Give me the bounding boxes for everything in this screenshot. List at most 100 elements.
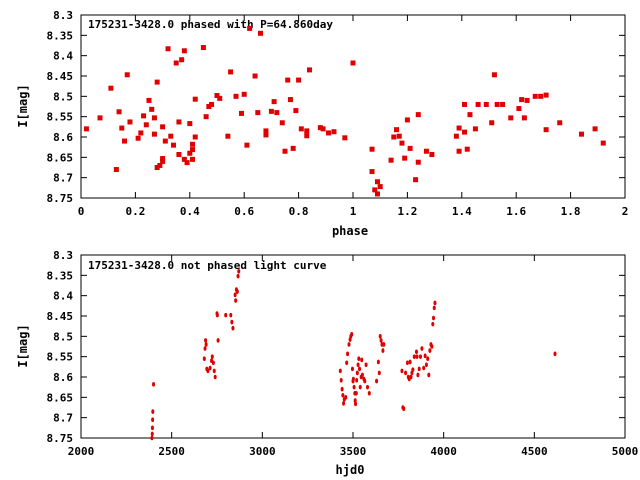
data-point <box>287 97 293 103</box>
data-point <box>241 91 247 97</box>
data-point <box>402 155 408 161</box>
data-point <box>202 356 206 362</box>
data-point <box>378 334 382 339</box>
data-point <box>405 360 409 366</box>
data-point <box>181 156 187 162</box>
data-point <box>236 273 240 279</box>
data-point <box>427 372 431 378</box>
data-point <box>366 384 370 390</box>
data-point <box>374 179 380 185</box>
data-point <box>382 342 386 347</box>
data-point <box>364 362 368 368</box>
y-tick-label: 8.7 <box>53 172 73 185</box>
data-point <box>190 141 196 147</box>
x-tick-label: 2500 <box>158 445 185 458</box>
data-point <box>203 346 207 351</box>
data-point <box>116 109 122 115</box>
data-point <box>151 409 155 414</box>
data-point <box>279 120 285 126</box>
data-points <box>150 268 557 441</box>
data-point <box>345 360 349 366</box>
data-point <box>150 435 154 441</box>
x-tick-label: 1.8 <box>561 205 581 218</box>
data-point <box>152 382 156 387</box>
data-point <box>429 151 435 157</box>
data-point <box>122 138 128 144</box>
data-point <box>154 79 160 85</box>
data-point <box>192 96 198 102</box>
data-point <box>211 360 215 366</box>
data-point <box>483 101 489 107</box>
data-point <box>298 126 304 132</box>
x-axis-label: phase <box>332 224 368 238</box>
y-tick-label: 8.55 <box>47 351 74 364</box>
data-point <box>108 85 114 91</box>
data-point <box>491 72 497 78</box>
data-point <box>467 112 473 118</box>
data-point <box>146 97 152 103</box>
y-tick-label: 8.65 <box>47 151 74 164</box>
data-point <box>369 169 375 175</box>
data-point <box>206 104 212 109</box>
data-point <box>420 346 424 351</box>
data-point <box>417 366 421 372</box>
data-point <box>462 101 468 107</box>
data-point <box>415 112 421 118</box>
data-point <box>320 126 326 132</box>
data-point <box>135 135 141 141</box>
x-tick-label: 0.2 <box>125 205 145 218</box>
data-point <box>151 115 157 121</box>
y-tick-label: 8.6 <box>53 131 73 144</box>
data-point <box>179 57 185 63</box>
data-point <box>357 356 361 362</box>
data-point <box>208 365 212 371</box>
data-point <box>331 129 337 135</box>
data-point <box>340 386 344 392</box>
data-point <box>237 268 241 274</box>
data-point <box>352 384 356 390</box>
data-point <box>304 128 310 134</box>
data-point <box>423 148 429 154</box>
data-point <box>184 160 190 166</box>
data-point <box>374 191 380 197</box>
data-point <box>234 298 238 303</box>
data-point <box>210 354 214 359</box>
data-point <box>426 356 430 362</box>
data-point <box>244 142 250 148</box>
y-tick-label: 8.35 <box>47 269 74 282</box>
x-tick-label: 2 <box>622 205 629 218</box>
y-tick-label: 8.75 <box>47 192 74 205</box>
y-tick-label: 8.45 <box>47 70 74 83</box>
plot-frame <box>80 254 626 439</box>
data-point <box>255 110 261 116</box>
data-point <box>274 110 280 116</box>
data-point <box>415 159 421 165</box>
data-point <box>600 140 606 146</box>
data-point <box>214 93 220 99</box>
data-point <box>356 362 360 368</box>
y-axis-ticks: 8.3 8.35 8.4 8.45 8.5 8.55 8.6 8.65 8.7 8.75 <box>47 249 625 445</box>
data-point <box>162 138 168 144</box>
data-point <box>350 332 354 337</box>
x-axis-ticks: 0 0.2 0.4 0.6 0.8 1 1.2 1.4 1.6 1.8 2 <box>78 15 629 218</box>
data-point <box>176 151 182 157</box>
y-tick-label: 8.5 <box>53 330 73 343</box>
data-point <box>354 401 358 407</box>
data-point <box>97 115 103 121</box>
y-tick-label: 8.75 <box>47 432 74 445</box>
data-point <box>233 93 239 99</box>
data-point <box>400 368 404 374</box>
data-point <box>358 384 362 390</box>
data-point <box>462 129 468 135</box>
data-point <box>217 95 223 101</box>
x-tick-label: 2000 <box>68 445 95 458</box>
data-point <box>375 378 379 384</box>
y-tick-label: 8.5 <box>53 90 73 103</box>
y-tick-label: 8.3 <box>53 9 73 22</box>
data-point <box>360 372 364 378</box>
data-point <box>433 300 437 306</box>
data-point <box>326 130 332 136</box>
data-point <box>235 289 239 294</box>
y-tick-label: 8.3 <box>53 249 73 262</box>
data-point <box>407 145 413 151</box>
